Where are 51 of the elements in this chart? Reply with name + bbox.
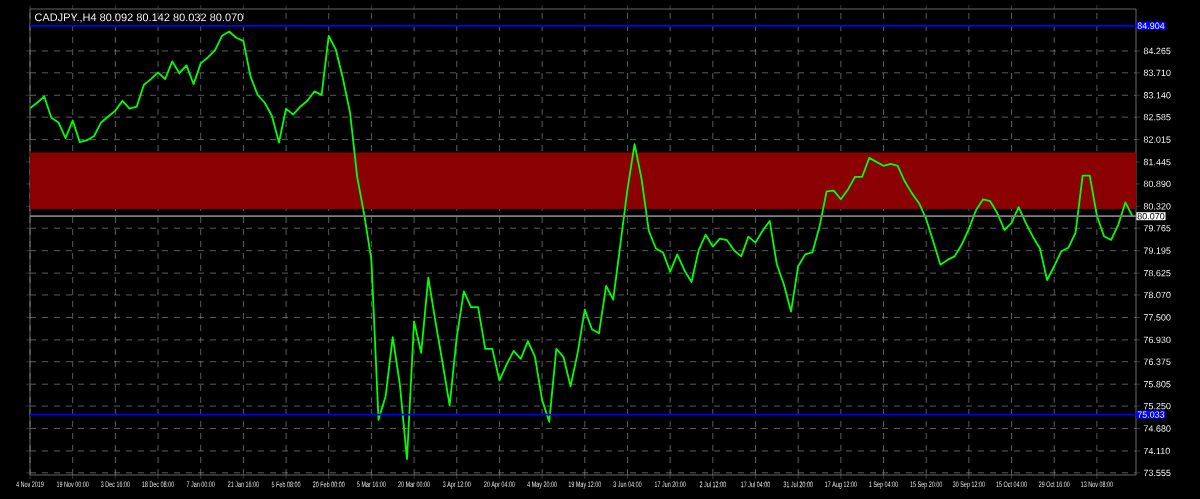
x-tick-label: 18 Dec 08:00	[142, 481, 174, 488]
chart-title: CADJPY.,H4 80.092 80.142 80.032 80.070	[34, 13, 243, 23]
y-tick-label: 75.805	[1143, 381, 1171, 388]
x-tick-label: 31 Jul 20:00	[783, 481, 813, 488]
x-tick-label: 20 Mar 00:00	[398, 481, 430, 488]
y-tick-label: 83.710	[1143, 69, 1171, 77]
ref-line-label: 80.070	[1137, 213, 1165, 220]
y-tick-label: 74.110	[1143, 447, 1170, 455]
y-tick-label: 83.140	[1143, 92, 1171, 99]
x-tick-label: 4 May 20:00	[527, 481, 557, 489]
x-tick-label: 3 Apr 12:00	[442, 481, 471, 489]
x-tick-label: 5 Mar 16:00	[357, 481, 386, 488]
x-tick-label: 21 Jan 16:00	[227, 481, 259, 488]
y-tick-label: 80.890	[1143, 180, 1171, 188]
y-tick-label: 79.765	[1143, 225, 1171, 232]
y-tick-label: 73.555	[1143, 469, 1171, 477]
x-tick-label: 7 Jan 00:00	[186, 481, 215, 488]
y-tick-label: 84.265	[1143, 47, 1171, 55]
y-tick-label: 81.445	[1143, 158, 1171, 166]
x-tick-label: 3 Jun 04:00	[613, 481, 642, 488]
x-tick-label: 3 Dec 16:00	[100, 481, 130, 488]
y-tick-label: 79.195	[1143, 247, 1171, 254]
x-tick-label: 17 Jun 20:00	[654, 481, 686, 488]
x-tick-label: 19 Nov 00:00	[56, 481, 89, 488]
y-tick-label: 80.320	[1143, 203, 1171, 210]
line-series	[29, 30, 1134, 461]
x-tick-label: 15 Sep 20:00	[910, 481, 943, 489]
y-tick-label: 82.585	[1143, 113, 1171, 121]
y-tick-label: 78.070	[1143, 291, 1171, 299]
x-tick-label: 20 Apr 04:00	[484, 481, 515, 489]
x-tick-label: 19 May 12:00	[568, 481, 602, 489]
x-tick-label: 30 Sep 12:00	[952, 481, 985, 489]
x-tick-label: 5 Feb 08:00	[271, 481, 301, 488]
x-tick-label: 2 Jul 12:00	[699, 481, 726, 488]
x-tick-label: 17 Aug 12:00	[825, 481, 857, 489]
x-tick-label: 17 Jul 04:00	[741, 481, 771, 488]
y-tick-label: 74.680	[1143, 425, 1171, 432]
y-tick-label: 76.930	[1143, 336, 1171, 344]
y-tick-label: 77.500	[1143, 314, 1171, 321]
x-tick-label: 29 Oct 16:00	[1038, 481, 1070, 488]
x-tick-label: 4 Nov 2019	[16, 481, 44, 488]
y-tick-label: 75.250	[1143, 402, 1171, 410]
x-tick-label: 1 Sep 04:00	[869, 481, 898, 489]
ref-line-label: 75.033	[1137, 411, 1165, 418]
y-tick-label: 82.015	[1143, 136, 1171, 143]
y-tick-label: 76.375	[1143, 358, 1171, 365]
x-tick-label: 13 Nov 08:00	[1081, 481, 1113, 488]
ref-line-label: 84.904	[1137, 22, 1165, 29]
x-tick-label: 20 Feb 00:00	[312, 481, 345, 488]
x-tick-label: 15 Oct 04:00	[996, 481, 1027, 488]
y-tick-label: 78.625	[1143, 269, 1171, 277]
